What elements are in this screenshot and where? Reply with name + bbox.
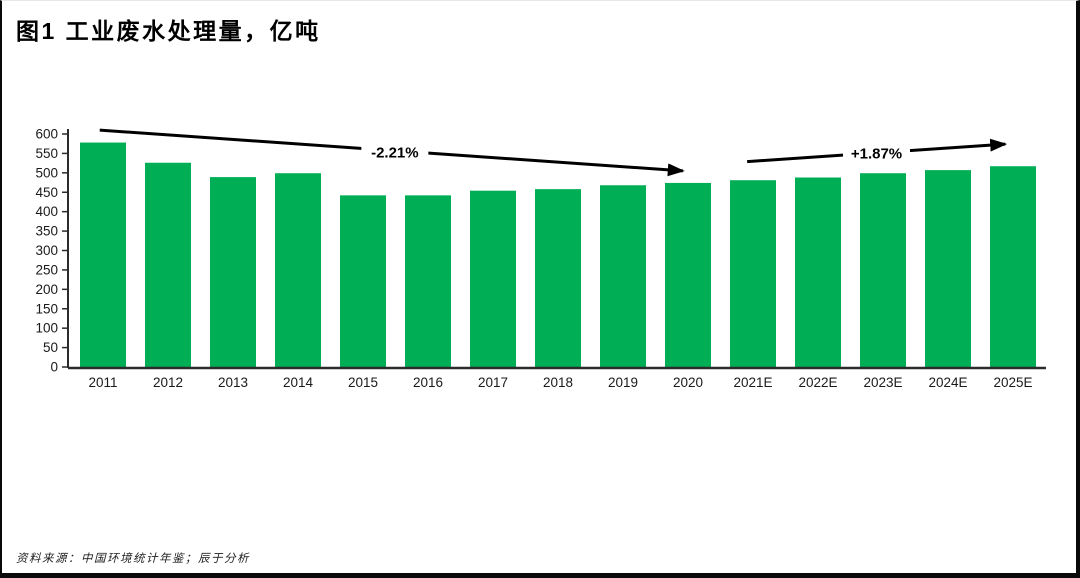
x-tick-label: 2011: [88, 375, 117, 390]
x-tick-label: 2024E: [928, 375, 967, 390]
y-tick-label: 400: [35, 204, 58, 219]
x-tick-label: 2014: [283, 375, 314, 390]
y-tick-label: 250: [35, 262, 58, 277]
x-tick-label: 2023E: [863, 375, 902, 390]
bar-2012: [145, 162, 191, 367]
x-tick-label: 2016: [413, 375, 443, 390]
bar-2015: [340, 195, 386, 367]
x-tick-label: 2015: [348, 375, 378, 390]
x-tick-label: 2013: [218, 375, 248, 390]
x-tick-label: 2021E: [733, 375, 772, 390]
y-tick-label: 300: [35, 243, 58, 258]
bar-2017: [470, 190, 516, 367]
x-tick-label: 2018: [543, 375, 573, 390]
bar-2018: [535, 189, 581, 367]
annotation-label: -2.21%: [371, 144, 419, 161]
bar-2022E: [795, 177, 841, 367]
y-tick-label: 450: [35, 185, 58, 200]
y-tick-label: 150: [35, 301, 58, 316]
x-tick-label: 2025E: [993, 375, 1032, 390]
x-tick-label: 2019: [608, 375, 638, 390]
chart-plot-area: 0 50 100 150 200 250 300 350 400 450 500 550 600 2011…: [35, 127, 1046, 390]
x-tick-label: 2012: [153, 375, 183, 390]
annotation-label-bg: [361, 142, 429, 161]
y-tick-label: 100: [35, 321, 58, 336]
bar-2013: [210, 177, 256, 367]
y-tick-label: 550: [35, 146, 58, 161]
bar-2021E: [730, 180, 776, 367]
bar-2023E: [860, 173, 906, 367]
bar-2016: [405, 195, 451, 367]
bar-2025E: [990, 166, 1036, 367]
x-tick-label: 2017: [478, 375, 508, 390]
y-tick-label: 500: [35, 165, 58, 180]
y-tick-label: 200: [35, 282, 58, 297]
bar-2019: [600, 185, 646, 367]
bar-2024E: [925, 170, 971, 367]
y-tick-label: 50: [43, 340, 58, 355]
source-note: 资料来源：中国环境统计年鉴；辰于分析: [16, 551, 250, 565]
y-tick-label: 0: [50, 360, 58, 375]
bar-2020: [665, 182, 711, 367]
x-tick-label: 2022E: [798, 375, 837, 390]
annotation-label-bg: [843, 144, 910, 163]
bar-2011: [80, 142, 126, 367]
figure-title: 图1 工业废水处理量，亿吨: [16, 18, 321, 44]
annotation-label: +1.87%: [851, 146, 902, 163]
x-tick-label: 2020: [673, 375, 703, 390]
y-tick-label: 600: [35, 127, 58, 142]
bar-2014: [275, 173, 321, 367]
y-tick-label: 350: [35, 224, 58, 239]
